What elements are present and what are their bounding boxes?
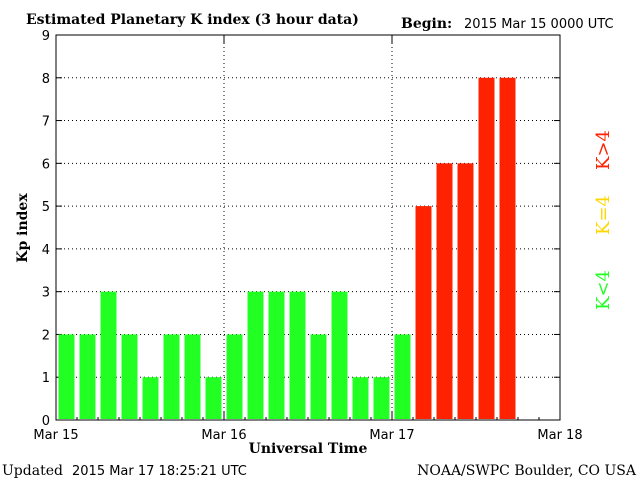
y-tick-label: 0	[42, 414, 50, 429]
kp-bar	[226, 334, 243, 419]
begin-value: 2015 Mar 15 0000 UTC	[464, 17, 614, 32]
kp-bars	[58, 77, 516, 420]
legend-k-above-4: K>4	[593, 130, 614, 170]
grid-lines	[56, 35, 560, 420]
updated-label: Updated	[2, 463, 63, 479]
kp-bar	[205, 377, 222, 419]
x-axis-label: Universal Time	[249, 441, 368, 457]
kp-bar	[268, 291, 285, 419]
x-tick-label: Mar 16	[201, 428, 246, 443]
y-tick-label: 1	[42, 371, 50, 386]
y-tick-label: 5	[42, 200, 50, 215]
kp-bar	[310, 334, 327, 419]
y-axis-label: Kp index	[15, 193, 31, 263]
y-tick-label: 9	[42, 29, 50, 44]
begin-label: Begin:	[401, 16, 452, 32]
kp-bar	[373, 377, 390, 419]
kp-bar	[352, 377, 369, 419]
kp-bar	[184, 334, 201, 419]
y-tick-label: 7	[42, 115, 50, 130]
x-tick-label: Mar 17	[369, 428, 414, 443]
kp-bar	[121, 334, 138, 419]
kp-bar	[247, 291, 264, 419]
y-tick-label: 2	[42, 328, 50, 343]
y-tick-label: 6	[42, 157, 50, 172]
kp-bar	[436, 163, 453, 419]
legend-k-equal-4: K=4	[593, 195, 614, 235]
kp-bar	[415, 206, 432, 419]
updated-value: 2015 Mar 17 18:25:21 UTC	[72, 464, 247, 479]
x-tick-labels: Mar 15 Mar 16 Mar 17 Mar 18	[33, 428, 582, 443]
legend-k-below-4: K<4	[593, 270, 614, 310]
kp-bar	[100, 291, 117, 419]
source-credit: NOAA/SWPC Boulder, CO USA	[417, 463, 637, 479]
y-tick-labels: 0 1 2 3 4 5 6 7 8 9	[42, 29, 50, 429]
kp-bar	[289, 291, 306, 419]
x-tick-label: Mar 18	[537, 428, 582, 443]
kp-bar	[142, 377, 159, 419]
y-tick-label: 8	[42, 72, 50, 87]
kp-bar	[457, 163, 474, 419]
kp-bar	[163, 334, 180, 419]
kp-bar	[478, 77, 495, 420]
y-tick-label: 4	[42, 243, 50, 258]
kp-bar	[331, 291, 348, 419]
kp-bar	[79, 334, 96, 419]
x-tick-label: Mar 15	[33, 428, 78, 443]
chart-title: Estimated Planetary K index (3 hour data…	[26, 12, 359, 28]
y-tick-label: 3	[42, 286, 50, 301]
kp-bar	[499, 77, 516, 420]
kp-bar	[58, 334, 75, 419]
kp-bar	[394, 334, 411, 419]
